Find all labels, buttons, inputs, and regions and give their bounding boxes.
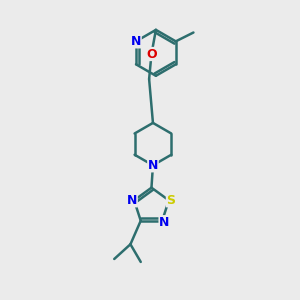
Text: O: O [146,47,157,61]
Text: N: N [127,194,137,207]
Text: S: S [167,194,176,207]
Text: N: N [131,35,141,48]
Text: N: N [148,159,158,172]
Text: N: N [159,216,169,229]
